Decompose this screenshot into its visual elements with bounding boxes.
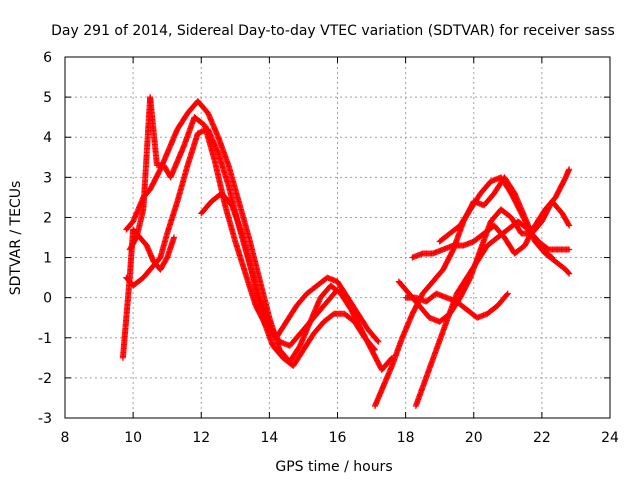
series-trace-4 [119, 226, 177, 361]
x-tick-label: 12 [192, 430, 210, 446]
x-tick-label: 14 [260, 430, 278, 446]
data-point [566, 270, 573, 277]
data-point [549, 254, 556, 261]
series-trace-10 [402, 290, 511, 321]
data-points [119, 94, 573, 409]
y-tick-label: 4 [43, 130, 52, 146]
y-tick-label: -3 [38, 411, 52, 427]
series-trace-11 [436, 174, 556, 261]
data-point-fill [503, 291, 510, 298]
x-tick-label: 8 [61, 430, 70, 446]
data-point-fill [374, 337, 381, 344]
series-trace-5 [198, 190, 378, 369]
y-tick-label: -1 [38, 331, 52, 347]
chart-title: Day 291 of 2014, Sidereal Day-to-day VTE… [51, 23, 615, 39]
y-tick-label: -2 [38, 371, 52, 387]
data-point [504, 290, 511, 297]
x-tick-label: 10 [124, 430, 142, 446]
data-point [566, 246, 573, 253]
y-tick-label: 1 [43, 251, 52, 267]
data-point [566, 222, 573, 229]
data-point [566, 166, 573, 173]
x-tick-label: 20 [465, 430, 483, 446]
y-tick-label: 6 [43, 50, 52, 66]
y-tick-label: 5 [43, 90, 52, 106]
data-point-fill [371, 345, 378, 352]
x-tick-label: 16 [329, 430, 347, 446]
data-point [371, 346, 378, 353]
data-point [171, 234, 177, 241]
x-tick-label: 18 [397, 430, 415, 446]
data-point [375, 338, 382, 345]
data-point-fill [565, 269, 572, 276]
axis-ticks [64, 56, 611, 419]
data-point-fill [565, 221, 572, 228]
x-tick-label: 24 [601, 430, 619, 446]
data-point-fill [548, 253, 555, 260]
y-tick-label: 0 [43, 291, 52, 307]
series-trace-9 [395, 198, 573, 325]
x-tick-label: 22 [533, 430, 551, 446]
y-tick-label: 2 [43, 210, 52, 226]
x-axis-label: GPS time / hours [275, 459, 392, 475]
y-tick-label: 3 [43, 170, 52, 186]
y-axis-label: SDTVAR / TECUs [8, 181, 24, 296]
